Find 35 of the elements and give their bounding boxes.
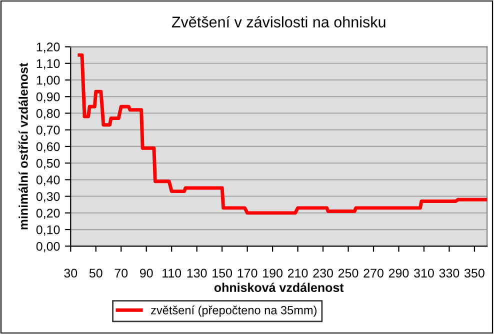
y-tick-label: 0,70	[36, 126, 60, 136]
y-tick-label: 0,00	[36, 242, 60, 252]
y-tick-label: 0,90	[36, 92, 60, 103]
x-tick-label: 290	[388, 268, 409, 278]
x-tick-label: 110	[162, 268, 182, 278]
y-tick-label: 0,10	[36, 225, 60, 236]
x-tick-label: 190	[263, 268, 282, 278]
x-tick-label: 90	[140, 268, 153, 278]
x-tick-label: 230	[313, 268, 333, 278]
x-axis-title: ohnisková vzdálenost	[214, 282, 344, 292]
x-tick-label: 250	[338, 268, 358, 278]
y-tick-label: 0,60	[36, 142, 60, 153]
y-tick-label: 0,30	[36, 192, 60, 202]
x-tick-label: 270	[364, 268, 384, 278]
x-tick-label: 130	[187, 268, 207, 278]
y-tick-label: 0,20	[36, 208, 60, 220]
x-tick-label: 170	[238, 268, 258, 278]
chart-title: Zvětšení v závislosti na ohnisku	[172, 16, 386, 28]
y-tick-label: 1,10	[36, 59, 60, 70]
x-tick-label: 30	[64, 268, 78, 278]
y-tick-label: 0,80	[36, 109, 60, 120]
x-tick-label: 50	[89, 268, 102, 278]
legend-label: zvětšení (přepočteno na 35mm)	[151, 306, 316, 317]
x-tick-label: 350	[464, 268, 484, 278]
y-axis-title: minimální ostřící vzdálenost	[18, 62, 28, 230]
x-tick-label: 150	[212, 268, 232, 278]
y-tick-label: 1,00	[36, 76, 60, 86]
y-tick-label: 0,50	[36, 158, 60, 170]
x-tick-label: 210	[288, 268, 308, 278]
x-tick-label: 310	[414, 268, 434, 278]
y-tick-label: 0,40	[36, 175, 60, 186]
x-tick-label: 330	[439, 268, 460, 278]
line-series	[78, 53, 488, 215]
y-tick-label: 1,20	[36, 42, 60, 53]
x-tick-label: 70	[114, 268, 128, 278]
